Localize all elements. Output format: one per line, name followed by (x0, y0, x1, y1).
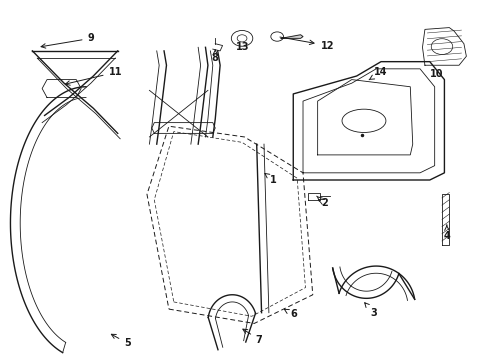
Polygon shape (281, 35, 303, 39)
Text: 2: 2 (316, 196, 327, 208)
Text: 8: 8 (211, 50, 218, 63)
Text: 1: 1 (264, 174, 277, 185)
Text: 12: 12 (279, 37, 333, 50)
Text: 9: 9 (41, 33, 94, 48)
Text: 6: 6 (284, 309, 296, 319)
Text: 5: 5 (111, 334, 131, 348)
Text: 7: 7 (243, 329, 262, 345)
Text: 3: 3 (364, 303, 376, 318)
Text: 10: 10 (429, 69, 443, 79)
Text: 4: 4 (443, 225, 449, 240)
Text: 13: 13 (236, 42, 249, 51)
Text: 14: 14 (368, 67, 387, 80)
Text: 11: 11 (65, 67, 122, 85)
